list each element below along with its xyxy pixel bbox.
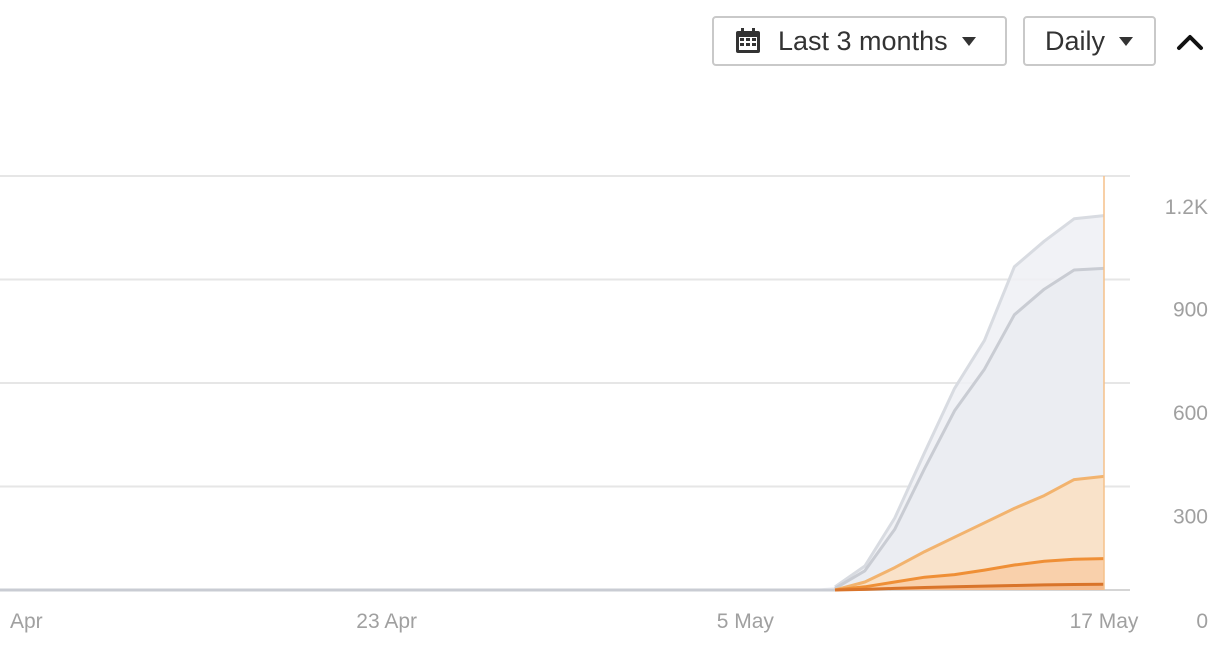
- date-range-label: Last 3 months: [778, 25, 948, 56]
- y-tick-label: 300: [1173, 506, 1208, 529]
- caret-down-icon: [961, 36, 976, 46]
- x-tick-label: 17 May: [1070, 610, 1139, 633]
- y-tick-label: 600: [1173, 402, 1208, 425]
- y-tick-label: 1.2K: [1165, 196, 1208, 219]
- y-tick-label: 900: [1173, 299, 1208, 322]
- x-tick-label: 23 Apr: [356, 610, 417, 633]
- series-line: [834, 266, 1105, 590]
- chevron-up-icon[interactable]: [1172, 26, 1208, 58]
- date-range-dropdown[interactable]: Last 3 months: [712, 16, 1007, 66]
- series-line: [834, 474, 1105, 592]
- interval-label: Daily: [1045, 25, 1106, 56]
- series-line: [834, 557, 1105, 592]
- x-tick-label: 5 May: [717, 610, 775, 633]
- series-line: [834, 582, 1105, 592]
- series-area: [807, 558, 1104, 590]
- y-tick-label: 0: [1196, 610, 1208, 633]
- series-line: [834, 214, 1105, 589]
- x-tick-label: Apr: [10, 610, 43, 633]
- caret-down-icon: [1119, 36, 1134, 46]
- calendar-icon: [736, 28, 760, 53]
- interval-dropdown[interactable]: Daily: [1023, 16, 1156, 66]
